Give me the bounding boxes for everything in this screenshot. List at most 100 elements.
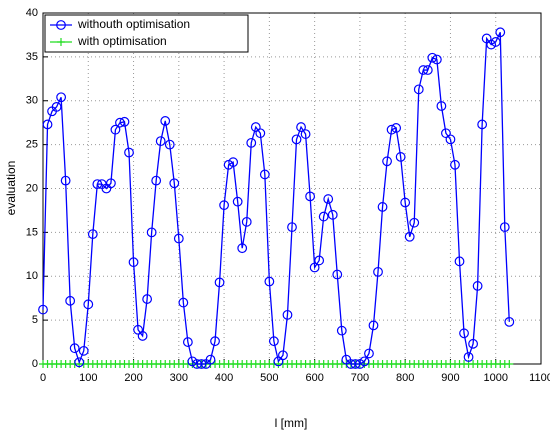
point-marker	[42, 119, 53, 130]
point-marker	[332, 269, 343, 280]
point-marker	[83, 299, 94, 310]
point-marker	[38, 304, 48, 315]
point-marker	[386, 124, 397, 135]
point-marker	[119, 116, 130, 127]
point-marker	[445, 134, 456, 145]
point-marker	[336, 325, 347, 336]
point-marker	[468, 338, 478, 349]
point-marker	[65, 295, 76, 306]
point-marker	[327, 209, 338, 220]
x-tick-label: 900	[441, 372, 459, 384]
point-marker	[182, 337, 193, 347]
point-marker	[495, 27, 506, 38]
point-marker	[115, 117, 125, 128]
point-marker	[169, 178, 180, 189]
point-marker	[57, 38, 65, 46]
point-marker	[69, 343, 80, 354]
x-tick-label: 200	[124, 372, 142, 384]
point-marker	[395, 152, 406, 162]
y-tick-label: 20	[26, 182, 38, 194]
point-marker	[282, 309, 293, 320]
x-tick-label: 700	[351, 372, 369, 384]
y-tick-label: 30	[26, 95, 38, 107]
series	[38, 27, 515, 369]
point-marker	[128, 257, 139, 268]
point-marker	[237, 243, 248, 254]
x-tick-label: 800	[396, 372, 414, 384]
point-marker	[400, 197, 411, 208]
point-marker	[450, 159, 460, 170]
point-marker	[368, 320, 379, 331]
point-marker	[56, 20, 66, 30]
point-marker	[309, 262, 320, 273]
point-marker	[160, 116, 171, 126]
point-marker	[259, 169, 270, 180]
point-marker	[305, 191, 316, 202]
point-marker	[278, 350, 288, 361]
y-tick-label: 15	[26, 226, 38, 238]
point-marker	[287, 222, 297, 233]
point-marker	[314, 255, 325, 266]
point-marker	[427, 52, 438, 63]
point-marker	[155, 136, 166, 147]
x-tick-label: 600	[305, 372, 323, 384]
point-marker	[146, 227, 157, 238]
point-marker	[490, 37, 501, 47]
point-marker	[454, 256, 465, 267]
point-marker	[241, 216, 252, 227]
x-tick-label: 1100	[529, 372, 550, 384]
point-marker	[350, 359, 361, 369]
point-marker	[477, 119, 488, 130]
x-tick-label: 300	[170, 372, 188, 384]
point-marker	[391, 123, 402, 133]
point-marker	[92, 179, 103, 190]
point-marker	[373, 266, 383, 277]
point-marker	[377, 202, 388, 212]
point-marker	[404, 231, 415, 242]
point-marker	[124, 147, 134, 158]
y-tick-label: 40	[26, 7, 38, 19]
point-marker	[472, 281, 483, 291]
y-tick-label: 5	[32, 314, 38, 326]
series	[39, 360, 514, 368]
point-marker	[436, 101, 447, 111]
y-tick-label: 35	[26, 51, 38, 63]
point-marker	[210, 336, 220, 347]
x-tick-label: 100	[79, 372, 97, 384]
point-marker	[87, 229, 98, 240]
point-marker	[505, 360, 514, 368]
point-marker	[422, 65, 433, 75]
point-marker	[246, 137, 257, 148]
point-marker	[418, 65, 429, 75]
point-marker	[228, 157, 239, 168]
point-marker	[382, 156, 392, 167]
point-marker	[164, 139, 175, 150]
point-marker	[106, 178, 116, 189]
point-marker	[178, 297, 189, 308]
point-marker	[359, 356, 370, 367]
point-marker	[74, 357, 85, 368]
point-marker	[205, 354, 216, 365]
point-marker	[142, 294, 153, 304]
x-tick-label: 0	[40, 372, 46, 384]
point-marker	[56, 92, 67, 103]
point-marker	[364, 348, 374, 359]
y-tick-label: 25	[26, 139, 38, 151]
point-marker	[499, 222, 510, 233]
point-marker	[296, 122, 306, 132]
point-marker	[413, 84, 424, 95]
point-marker	[264, 276, 275, 287]
point-marker	[214, 277, 225, 288]
point-marker	[504, 316, 515, 327]
point-marker	[173, 233, 184, 244]
point-marker	[151, 175, 162, 186]
point-marker	[137, 331, 148, 341]
y-tick-label: 0	[32, 358, 38, 370]
point-marker	[51, 101, 62, 112]
point-marker	[323, 194, 334, 204]
x-axis-label: l [mm]	[275, 416, 308, 430]
point-marker	[268, 336, 279, 347]
point-marker	[255, 128, 266, 139]
point-marker	[291, 134, 302, 145]
